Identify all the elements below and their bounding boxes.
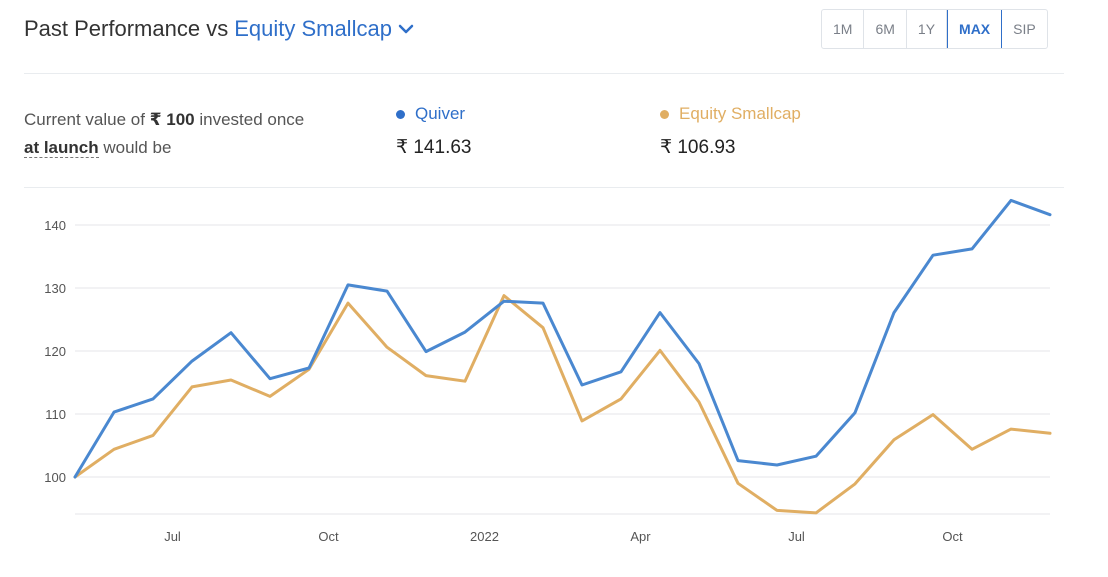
x-tick-label: Jul: [788, 529, 805, 544]
x-tick-label: Jul: [164, 529, 181, 544]
legend-value-smallcap: ₹ 106.93: [660, 137, 736, 158]
summary-suffix: would be: [98, 138, 172, 157]
range-tab-max[interactable]: MAX: [947, 10, 1003, 48]
chart-header: Past Performance vs Equity Smallcap: [24, 16, 414, 42]
range-tab-1m[interactable]: 1M: [822, 10, 865, 48]
divider: [24, 187, 1064, 188]
summary-middle: invested once: [194, 110, 305, 129]
performance-chart: 100 110 120 130 140 Jul Oct 2022 Apr Jul Oct: [44, 198, 1052, 544]
series-line-equity-smallcap: [73, 294, 1052, 515]
x-tick-label: Oct: [318, 529, 339, 544]
x-tick-label: Oct: [942, 529, 963, 544]
legend-label-smallcap: Equity Smallcap: [679, 104, 801, 123]
range-tab-1y[interactable]: 1Y: [907, 10, 948, 48]
legend-dot-smallcap: [660, 109, 669, 119]
y-tick-label: 140: [44, 218, 66, 233]
benchmark-label: Equity Smallcap: [234, 16, 392, 41]
y-tick-label: 130: [44, 281, 66, 296]
range-tab-sip[interactable]: SIP: [1013, 21, 1036, 37]
summary-text: Current value of ₹ 100 invested once at …: [24, 106, 354, 162]
legend-label-quiver: Quiver: [415, 104, 466, 123]
legend-value-quiver: ₹ 141.63: [396, 137, 472, 158]
y-tick-label: 110: [45, 407, 66, 422]
x-tick-label: Apr: [630, 529, 651, 544]
y-tick-label: 120: [44, 344, 66, 359]
x-tick-label: 2022: [470, 529, 499, 544]
y-tick-label: 100: [44, 470, 66, 485]
benchmark-selector[interactable]: Equity Smallcap: [234, 16, 414, 42]
legend-item-quiver: Quiver ₹ 141.63: [396, 104, 471, 159]
invested-amount: ₹ 100: [149, 110, 195, 129]
divider: [24, 73, 1064, 74]
chevron-down-icon: [398, 24, 414, 34]
launch-link[interactable]: at launch: [24, 138, 99, 158]
legend-dot-quiver: [396, 109, 405, 119]
summary-prefix: Current value of: [24, 110, 150, 129]
legend-item-smallcap: Equity Smallcap ₹ 106.93: [660, 104, 801, 159]
range-tab-6m[interactable]: 6M: [864, 10, 907, 48]
range-selector: 1M 6M 1Y MAX SIP: [821, 9, 1048, 49]
page-title: Past Performance vs: [24, 16, 229, 41]
series-line-quiver: [73, 198, 1052, 479]
